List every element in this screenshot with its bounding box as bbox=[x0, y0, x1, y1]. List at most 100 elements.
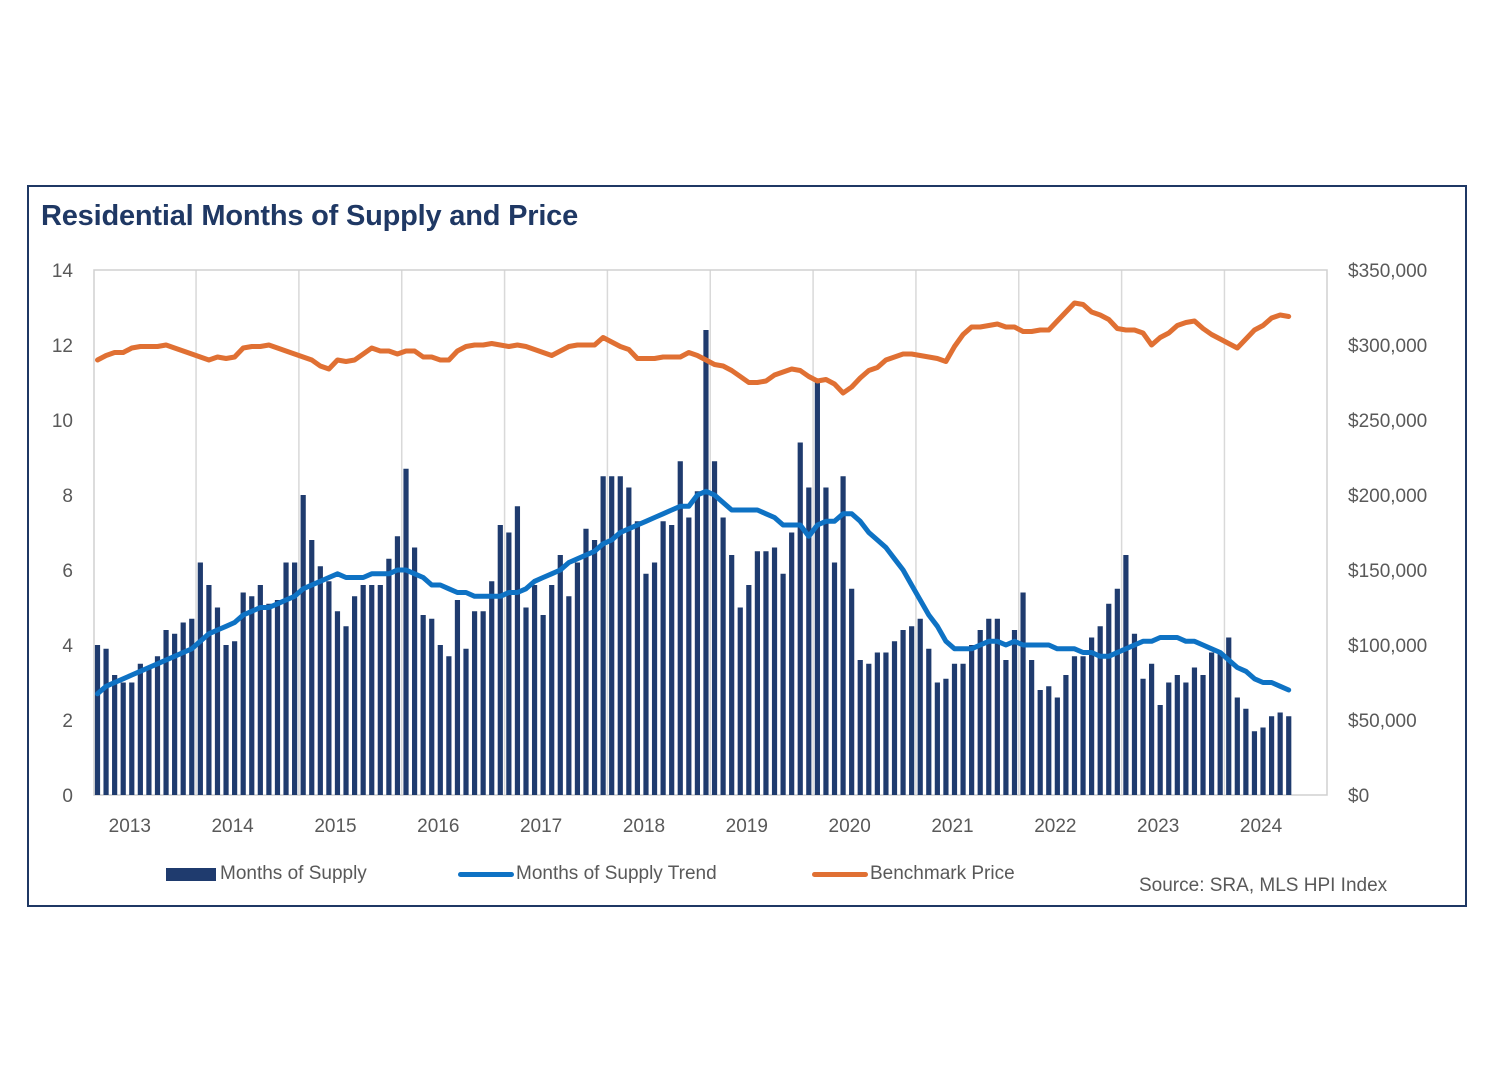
bar-months-of-supply bbox=[480, 611, 486, 795]
bar-months-of-supply bbox=[951, 663, 958, 795]
bar-months-of-supply bbox=[403, 468, 409, 795]
x-axis-tick-label: 2024 bbox=[1240, 816, 1283, 837]
right-axis-tick-label: $350,000 bbox=[1348, 261, 1427, 282]
bar-months-of-supply bbox=[326, 581, 332, 795]
gridlines bbox=[195, 270, 1226, 795]
bar-months-of-supply bbox=[771, 547, 778, 795]
bar-months-of-supply bbox=[763, 551, 769, 795]
bar-months-of-supply bbox=[1123, 555, 1129, 795]
legend-swatch-line bbox=[812, 871, 868, 877]
bar-months-of-supply bbox=[1286, 716, 1292, 795]
bar-months-of-supply bbox=[240, 592, 246, 795]
bar-months-of-supply bbox=[523, 607, 529, 795]
legend-swatch-line bbox=[458, 871, 514, 877]
bar-months-of-supply bbox=[831, 562, 838, 795]
bar-months-of-supply bbox=[917, 618, 923, 795]
bar-months-of-supply bbox=[969, 645, 975, 795]
bar-months-of-supply bbox=[180, 622, 186, 795]
x-axis-tick-label: 2023 bbox=[1137, 816, 1179, 837]
bar-months-of-supply bbox=[300, 495, 306, 795]
x-axis-tick-label: 2019 bbox=[726, 816, 768, 837]
bar-months-of-supply bbox=[103, 648, 109, 795]
bar-months-of-supply bbox=[746, 585, 752, 795]
bar-months-of-supply bbox=[129, 682, 135, 795]
bar-months-of-supply bbox=[446, 656, 452, 795]
bar-months-of-supply bbox=[386, 558, 392, 795]
bar-months-of-supply bbox=[1277, 712, 1283, 795]
x-axis-tick-label: 2013 bbox=[109, 816, 151, 837]
bar-months-of-supply bbox=[617, 476, 623, 795]
bar-months-of-supply bbox=[343, 626, 349, 795]
left-axis-tick-label: 4 bbox=[62, 636, 73, 657]
x-axis-tick-label: 2022 bbox=[1034, 816, 1076, 837]
bar-months-of-supply bbox=[669, 525, 675, 795]
bar-months-of-supply bbox=[411, 547, 418, 795]
bar-months-of-supply bbox=[94, 645, 101, 795]
bar-months-of-supply bbox=[120, 682, 126, 795]
legend-swatch-bar bbox=[166, 867, 216, 881]
bar-months-of-supply bbox=[1131, 633, 1138, 795]
bar-months-of-supply bbox=[317, 566, 323, 795]
bar-months-of-supply bbox=[463, 648, 469, 795]
plot-area-border bbox=[93, 269, 1328, 796]
x-axis-tick-label: 2014 bbox=[211, 816, 254, 837]
bar-months-of-supply bbox=[1226, 637, 1232, 795]
x-axis-tick-label: 2020 bbox=[829, 816, 871, 837]
bar-months-of-supply bbox=[1114, 588, 1120, 795]
bar-months-of-supply bbox=[591, 540, 598, 795]
right-axis-tick-label: $200,000 bbox=[1348, 486, 1427, 507]
bar-months-of-supply bbox=[1251, 731, 1258, 795]
legend-item-benchmark-price: Benchmark Price bbox=[812, 862, 1015, 886]
bar-months-of-supply bbox=[883, 652, 889, 795]
bar-months-of-supply bbox=[994, 618, 1000, 795]
bar-months-of-supply bbox=[686, 517, 692, 795]
bar-months-of-supply bbox=[703, 330, 709, 795]
bar-months-of-supply bbox=[1174, 675, 1180, 795]
bar-months-of-supply bbox=[626, 487, 632, 795]
left-axis-tick-label: 0 bbox=[62, 786, 73, 807]
bar-months-of-supply bbox=[1268, 716, 1275, 795]
bar-months-of-supply bbox=[309, 540, 315, 795]
bar-months-of-supply bbox=[857, 660, 863, 795]
bar-months-of-supply bbox=[900, 630, 906, 795]
right-axis-tick-label: $250,000 bbox=[1348, 411, 1427, 432]
bar-months-of-supply bbox=[172, 633, 178, 795]
bar-months-of-supply bbox=[531, 585, 538, 795]
bar-months-of-supply bbox=[814, 378, 820, 795]
bar-months-of-supply bbox=[514, 506, 521, 795]
right-axis-tick-label: $50,000 bbox=[1348, 711, 1417, 732]
bar-months-of-supply bbox=[694, 491, 700, 795]
bar-months-of-supply bbox=[369, 585, 375, 795]
legend-item-supply-trend: Months of Supply Trend bbox=[458, 862, 717, 886]
left-axis-tick-label: 6 bbox=[62, 561, 73, 582]
bar-months-of-supply bbox=[1003, 660, 1009, 795]
bar-months-of-supply bbox=[232, 641, 238, 795]
bar-months-of-supply bbox=[566, 596, 572, 795]
bar-months-of-supply bbox=[677, 461, 683, 795]
bar-months-of-supply bbox=[1166, 682, 1172, 795]
bar-months-of-supply bbox=[146, 667, 152, 795]
bar-months-of-supply bbox=[977, 630, 983, 795]
bar-months-of-supply bbox=[283, 562, 289, 795]
left-axis-tick-label: 14 bbox=[52, 261, 74, 282]
bar-months-of-supply bbox=[437, 645, 443, 795]
bar-months-of-supply bbox=[583, 528, 589, 795]
chart-title: Residential Months of Supply and Price bbox=[41, 200, 579, 232]
bar-months-of-supply bbox=[454, 600, 461, 795]
bar-months-of-supply bbox=[471, 611, 478, 795]
bar-months-of-supply bbox=[1020, 592, 1026, 795]
bar-months-of-supply bbox=[1029, 660, 1035, 795]
bar-months-of-supply bbox=[557, 555, 563, 795]
bar-months-of-supply bbox=[1063, 675, 1069, 795]
bar-months-of-supply bbox=[1217, 652, 1223, 795]
bar-months-of-supply bbox=[754, 551, 760, 795]
bar-months-of-supply bbox=[729, 555, 735, 795]
bar-months-of-supply bbox=[189, 618, 195, 795]
bar-months-of-supply bbox=[660, 521, 666, 795]
bar-months-of-supply bbox=[1011, 630, 1018, 795]
bar-months-of-supply bbox=[891, 641, 898, 795]
bar-months-of-supply bbox=[1046, 686, 1052, 795]
bar-months-of-supply bbox=[1234, 697, 1240, 795]
bar-months-of-supply bbox=[1140, 678, 1146, 795]
